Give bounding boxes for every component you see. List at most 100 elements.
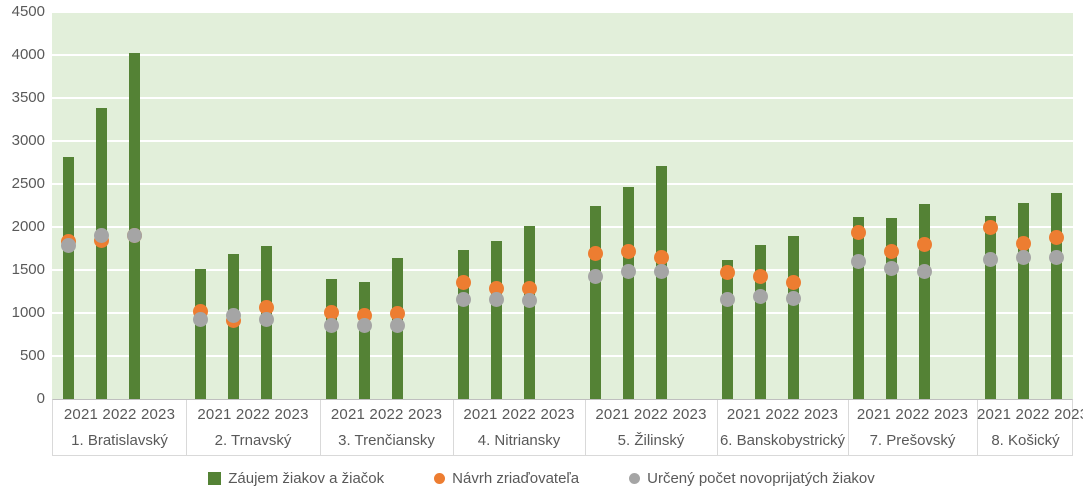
- bar-zaujem: [787, 236, 799, 399]
- bar-zaujem: [985, 215, 997, 399]
- bar-zaujem: [458, 250, 470, 399]
- bar-zaujem: [721, 259, 733, 399]
- year-labels: 2021 2022 2023: [63, 406, 176, 423]
- dot-navrh: [390, 305, 406, 321]
- dot-navrh: [522, 281, 538, 297]
- dot-urceny: [983, 252, 999, 268]
- region-label: 5. Žilinský: [617, 432, 685, 449]
- region-label: 4. Nitriansky: [477, 432, 561, 449]
- dot-urceny: [489, 291, 505, 307]
- bar-zaujem: [128, 53, 140, 399]
- bar-zaujem: [853, 216, 865, 399]
- legend: Záujem žiakov a žiačok Návrh zriaďovateľ…: [0, 466, 1083, 490]
- legend-gray-dot-icon: [629, 472, 641, 484]
- dot-navrh: [983, 219, 999, 235]
- bar-zaujem: [589, 206, 601, 399]
- legend-label-navrh: Návrh zriaďovateľa: [452, 469, 580, 487]
- y-tick-label: 3500: [11, 89, 45, 106]
- legend-bar-marker-icon: [208, 471, 222, 485]
- legend-orange-dot-icon: [434, 472, 446, 484]
- year-labels: 2021 2022 2023: [595, 406, 707, 423]
- dot-urceny: [719, 291, 735, 307]
- x-axis-table: 2021 2022 2023 1. Bratislavský 2021 2022 2…: [52, 399, 1083, 456]
- bar-zaujem: [491, 240, 503, 399]
- dot-navrh: [587, 246, 603, 262]
- bar-zaujem: [622, 186, 634, 399]
- dot-navrh: [851, 224, 867, 240]
- dot-urceny: [192, 311, 208, 327]
- y-tick-label: 4000: [11, 46, 45, 63]
- region-label: 3. Trenčiansky: [338, 432, 435, 449]
- grid-line: [52, 11, 1073, 13]
- y-tick-label: 1500: [11, 261, 45, 278]
- dot-urceny: [620, 264, 636, 280]
- bar-zaujem: [62, 157, 74, 399]
- dot-navrh: [752, 269, 768, 285]
- group-divider: [453, 400, 454, 455]
- dot-urceny: [456, 291, 472, 307]
- region-label: 1. Bratislavský: [71, 432, 168, 449]
- dot-urceny: [1049, 250, 1065, 266]
- y-tick-label: 1000: [11, 304, 45, 321]
- y-tick-label: 2500: [11, 175, 45, 192]
- dot-urceny: [522, 293, 538, 309]
- bar-zaujem: [1051, 192, 1063, 399]
- dot-urceny: [357, 318, 373, 334]
- bar-zaujem: [655, 165, 667, 399]
- legend-item-navrh: Návrh zriaďovateľa: [434, 470, 579, 487]
- dot-urceny: [917, 264, 933, 280]
- dot-navrh: [785, 275, 801, 291]
- y-tick-label: 3000: [11, 132, 45, 149]
- dot-urceny: [60, 237, 76, 253]
- dot-navrh: [324, 304, 340, 320]
- y-tick-label: 500: [19, 347, 45, 364]
- bar-zaujem: [524, 226, 536, 399]
- grid-line: [52, 183, 1073, 185]
- year-labels: 2021 2022 2023: [977, 406, 1083, 423]
- group-divider: [320, 400, 321, 455]
- dot-urceny: [324, 318, 340, 334]
- year-labels: 2021 2022 2023: [330, 406, 443, 423]
- bar-zaujem: [919, 203, 931, 399]
- dot-navrh: [719, 265, 735, 281]
- bar-zaujem: [1018, 202, 1030, 399]
- y-tick-label: 4500: [11, 3, 45, 20]
- legend-item-zaujem: Záujem žiakov a žiačok: [208, 470, 384, 487]
- bar-zaujem: [754, 245, 766, 399]
- bar-zaujem: [194, 269, 206, 399]
- y-tick-label: 2000: [11, 218, 45, 235]
- dot-urceny: [587, 269, 603, 285]
- year-labels: 2021 2022 2023: [197, 406, 309, 423]
- region-label: 7. Prešovský: [869, 432, 956, 449]
- grid-line: [52, 226, 1073, 228]
- bar-zaujem: [95, 108, 107, 399]
- dot-navrh: [456, 275, 472, 291]
- grid-line: [52, 269, 1073, 271]
- dot-navrh: [884, 244, 900, 260]
- grid-line: [52, 140, 1073, 142]
- dot-urceny: [884, 260, 900, 276]
- bar-zaujem: [326, 278, 338, 399]
- y-tick-label: 0: [36, 390, 45, 407]
- dot-urceny: [653, 264, 669, 280]
- group-divider: [186, 400, 187, 455]
- grid-line: [52, 312, 1073, 314]
- legend-label-urceny: Určený počet novoprijatých žiakov: [647, 469, 875, 487]
- year-labels: 2021 2022 2023: [856, 406, 969, 423]
- legend-item-urceny: Určený počet novoprijatých žiakov: [629, 470, 875, 487]
- region-label: 8. Košický: [991, 432, 1060, 449]
- dot-urceny: [225, 308, 241, 324]
- year-labels: 2021 2022 2023: [463, 406, 575, 423]
- group-divider: [848, 400, 849, 455]
- group-divider: [977, 400, 978, 455]
- group-divider: [717, 400, 718, 455]
- region-label: 6. Banskobystrický: [719, 432, 846, 449]
- plot-area: [52, 11, 1073, 399]
- dot-navrh: [653, 249, 669, 265]
- dot-navrh: [258, 300, 274, 316]
- dot-navrh: [1016, 235, 1032, 251]
- dot-urceny: [851, 253, 867, 269]
- dot-navrh: [1049, 229, 1065, 245]
- year-labels: 2021 2022 2023: [726, 406, 839, 423]
